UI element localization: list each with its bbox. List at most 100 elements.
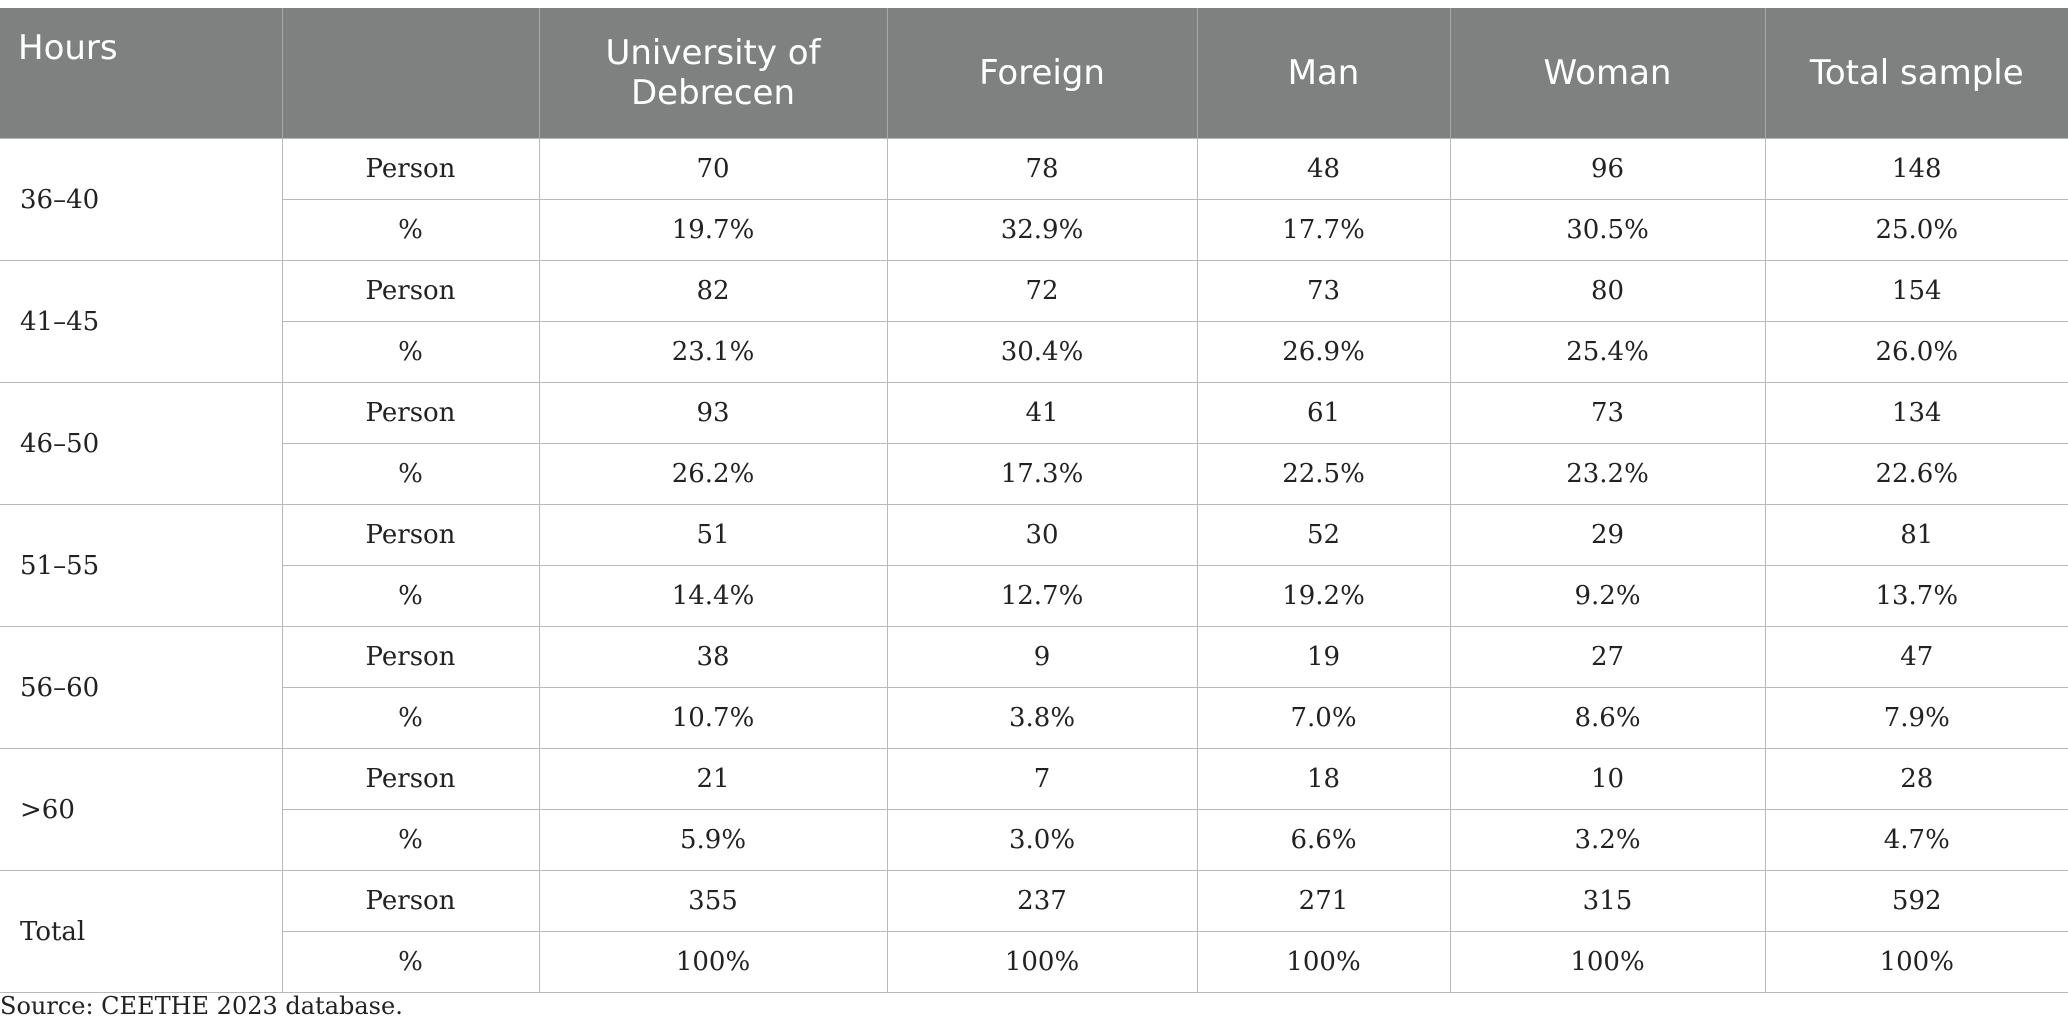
value-cell: 27 bbox=[1449, 626, 1766, 688]
value-cell: 100% bbox=[1196, 931, 1451, 993]
metric-cell: Person bbox=[281, 626, 540, 688]
value-cell: 19.2% bbox=[1196, 565, 1451, 627]
hours-table: Hours University of Debrecen Foreign Man… bbox=[0, 8, 2068, 993]
value-cell: 73 bbox=[1196, 260, 1451, 322]
value-cell: 25.4% bbox=[1449, 321, 1766, 383]
value-cell: 13.7% bbox=[1764, 565, 2068, 627]
value-cell: 6.6% bbox=[1196, 809, 1451, 871]
value-cell: 41 bbox=[886, 382, 1198, 444]
value-cell: 8.6% bbox=[1449, 687, 1766, 749]
value-cell: 48 bbox=[1196, 138, 1451, 200]
value-cell: 17.3% bbox=[886, 443, 1198, 505]
metric-cell: % bbox=[281, 321, 540, 383]
value-cell: 19.7% bbox=[538, 199, 888, 261]
value-cell: 23.1% bbox=[538, 321, 888, 383]
value-cell: 25.0% bbox=[1764, 199, 2068, 261]
hours-range-cell: 51–55 bbox=[0, 504, 283, 627]
header-woman: Woman bbox=[1449, 8, 1765, 139]
value-cell: 19 bbox=[1196, 626, 1451, 688]
header-foreign: Foreign bbox=[886, 8, 1197, 139]
header-university-of-debrecen: University of Debrecen bbox=[538, 8, 887, 139]
metric-cell: % bbox=[281, 809, 540, 871]
value-cell: 32.9% bbox=[886, 199, 1198, 261]
value-cell: 355 bbox=[538, 870, 888, 932]
hours-range-cell: 36–40 bbox=[0, 138, 283, 261]
value-cell: 3.2% bbox=[1449, 809, 1766, 871]
value-cell: 7.9% bbox=[1764, 687, 2068, 749]
value-cell: 100% bbox=[538, 931, 888, 993]
table-row: % 10.7% 3.8% 7.0% 8.6% 7.9% bbox=[0, 687, 2068, 749]
table-row: % 14.4% 12.7% 19.2% 9.2% 13.7% bbox=[0, 565, 2068, 627]
value-cell: 5.9% bbox=[538, 809, 888, 871]
metric-cell: % bbox=[281, 199, 540, 261]
value-cell: 96 bbox=[1449, 138, 1766, 200]
table-header: Hours University of Debrecen Foreign Man… bbox=[0, 8, 2068, 139]
value-cell: 80 bbox=[1449, 260, 1766, 322]
value-cell: 271 bbox=[1196, 870, 1451, 932]
metric-cell: Person bbox=[281, 260, 540, 322]
metric-cell: Person bbox=[281, 870, 540, 932]
value-cell: 70 bbox=[538, 138, 888, 200]
header-metric bbox=[281, 8, 539, 139]
table-row: % 26.2% 17.3% 22.5% 23.2% 22.6% bbox=[0, 443, 2068, 505]
hours-range-cell: 46–50 bbox=[0, 382, 283, 505]
table-row: % 19.7% 32.9% 17.7% 30.5% 25.0% bbox=[0, 199, 2068, 261]
hours-range-cell: 56–60 bbox=[0, 626, 283, 749]
metric-cell: % bbox=[281, 443, 540, 505]
value-cell: 26.0% bbox=[1764, 321, 2068, 383]
value-cell: 47 bbox=[1764, 626, 2068, 688]
data-table-container: Hours University of Debrecen Foreign Man… bbox=[0, 8, 2068, 993]
value-cell: 100% bbox=[886, 931, 1198, 993]
value-cell: 22.5% bbox=[1196, 443, 1451, 505]
value-cell: 28 bbox=[1764, 748, 2068, 810]
hours-range-cell: >60 bbox=[0, 748, 283, 871]
value-cell: 93 bbox=[538, 382, 888, 444]
header-total-sample: Total sample bbox=[1764, 8, 2068, 139]
metric-cell: % bbox=[281, 565, 540, 627]
value-cell: 9.2% bbox=[1449, 565, 1766, 627]
table-row: >60 Person 21 7 18 10 28 bbox=[0, 748, 2068, 871]
value-cell: 29 bbox=[1449, 504, 1766, 566]
hours-range-cell: 41–45 bbox=[0, 260, 283, 383]
value-cell: 30.4% bbox=[886, 321, 1198, 383]
value-cell: 30.5% bbox=[1449, 199, 1766, 261]
value-cell: 73 bbox=[1449, 382, 1766, 444]
metric-cell: % bbox=[281, 931, 540, 993]
header-man: Man bbox=[1196, 8, 1450, 139]
value-cell: 51 bbox=[538, 504, 888, 566]
value-cell: 21 bbox=[538, 748, 888, 810]
metric-cell: Person bbox=[281, 138, 540, 200]
value-cell: 23.2% bbox=[1449, 443, 1766, 505]
value-cell: 10.7% bbox=[538, 687, 888, 749]
value-cell: 14.4% bbox=[538, 565, 888, 627]
value-cell: 81 bbox=[1764, 504, 2068, 566]
value-cell: 9 bbox=[886, 626, 1198, 688]
source-note: Source: CEETHE 2023 database. bbox=[0, 992, 403, 1020]
value-cell: 61 bbox=[1196, 382, 1451, 444]
value-cell: 154 bbox=[1764, 260, 2068, 322]
table-row: % 23.1% 30.4% 26.9% 25.4% 26.0% bbox=[0, 321, 2068, 383]
value-cell: 10 bbox=[1449, 748, 1766, 810]
table-row: 41–45 Person 82 72 73 80 154 bbox=[0, 260, 2068, 383]
value-cell: 38 bbox=[538, 626, 888, 688]
value-cell: 7 bbox=[886, 748, 1198, 810]
header-row: Hours University of Debrecen Foreign Man… bbox=[0, 8, 2068, 139]
value-cell: 72 bbox=[886, 260, 1198, 322]
metric-cell: Person bbox=[281, 382, 540, 444]
value-cell: 592 bbox=[1764, 870, 2068, 932]
table-row: 51–55 Person 51 30 52 29 81 bbox=[0, 504, 2068, 627]
value-cell: 4.7% bbox=[1764, 809, 2068, 871]
value-cell: 100% bbox=[1449, 931, 1766, 993]
value-cell: 3.8% bbox=[886, 687, 1198, 749]
table-row: % 100% 100% 100% 100% 100% bbox=[0, 931, 2068, 993]
value-cell: 100% bbox=[1764, 931, 2068, 993]
table-row: 46–50 Person 93 41 61 73 134 bbox=[0, 382, 2068, 505]
hours-range-cell: Total bbox=[0, 870, 283, 993]
value-cell: 30 bbox=[886, 504, 1198, 566]
header-hours: Hours bbox=[0, 8, 282, 139]
value-cell: 26.2% bbox=[538, 443, 888, 505]
value-cell: 237 bbox=[886, 870, 1198, 932]
value-cell: 315 bbox=[1449, 870, 1766, 932]
table-row: % 5.9% 3.0% 6.6% 3.2% 4.7% bbox=[0, 809, 2068, 871]
table-row: 36–40 Person 70 78 48 96 148 bbox=[0, 138, 2068, 261]
